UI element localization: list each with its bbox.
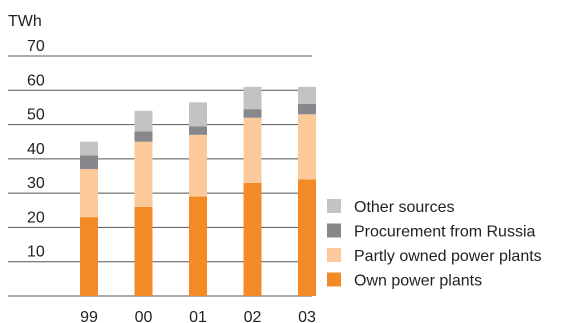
y-tick-label: 50 [27,107,45,124]
bar-segment [189,126,207,135]
x-tick-label: 02 [244,309,262,323]
bar-segment [134,141,153,207]
bar-segment [298,179,316,296]
legend-label: Other sources [354,199,454,216]
bar-segment [134,206,153,296]
bar-segment [189,196,207,296]
bars-group [80,86,316,296]
bar-segment [80,169,98,218]
legend-label: Own power plants [354,273,482,290]
legend: Other sources Procurement from Russia Part… [327,199,542,290]
x-tick-labels: 99 00 01 02 03 [80,309,316,323]
bar-segment [298,86,316,104]
legend-swatch [327,199,341,213]
bar-segment [134,110,153,132]
x-tick-label: 00 [135,309,153,323]
bar-segment [189,134,207,197]
bar-segment [243,117,262,183]
bar-segment [80,155,98,170]
bar-segment [298,104,316,115]
legend-swatch [327,248,341,262]
bar-segment [80,141,98,156]
legend-label: Procurement from Russia [354,224,535,241]
x-tick-label: 99 [80,309,98,323]
x-tick-label: 01 [189,309,207,323]
gridlines: 10 20 30 40 50 60 70 [8,38,312,297]
bar-segment [243,109,262,118]
bar-segment [243,86,262,110]
legend-swatch [327,223,341,238]
bar-segment [189,102,207,127]
bar-segment [134,131,153,142]
x-tick-label: 03 [298,309,316,323]
y-tick-label: 60 [27,72,45,89]
y-tick-label: 40 [27,141,45,158]
y-tick-label: 10 [27,244,45,261]
bar-segment [298,114,316,180]
legend-swatch [327,272,341,287]
y-tick-label: 20 [27,209,45,226]
bar-segment [80,217,98,296]
bar-segment [243,182,262,296]
legend-label: Partly owned power plants [354,248,542,265]
y-tick-label: 70 [27,38,45,55]
y-tick-label: 30 [27,175,45,192]
y-axis-unit-label: TWh [8,13,42,30]
